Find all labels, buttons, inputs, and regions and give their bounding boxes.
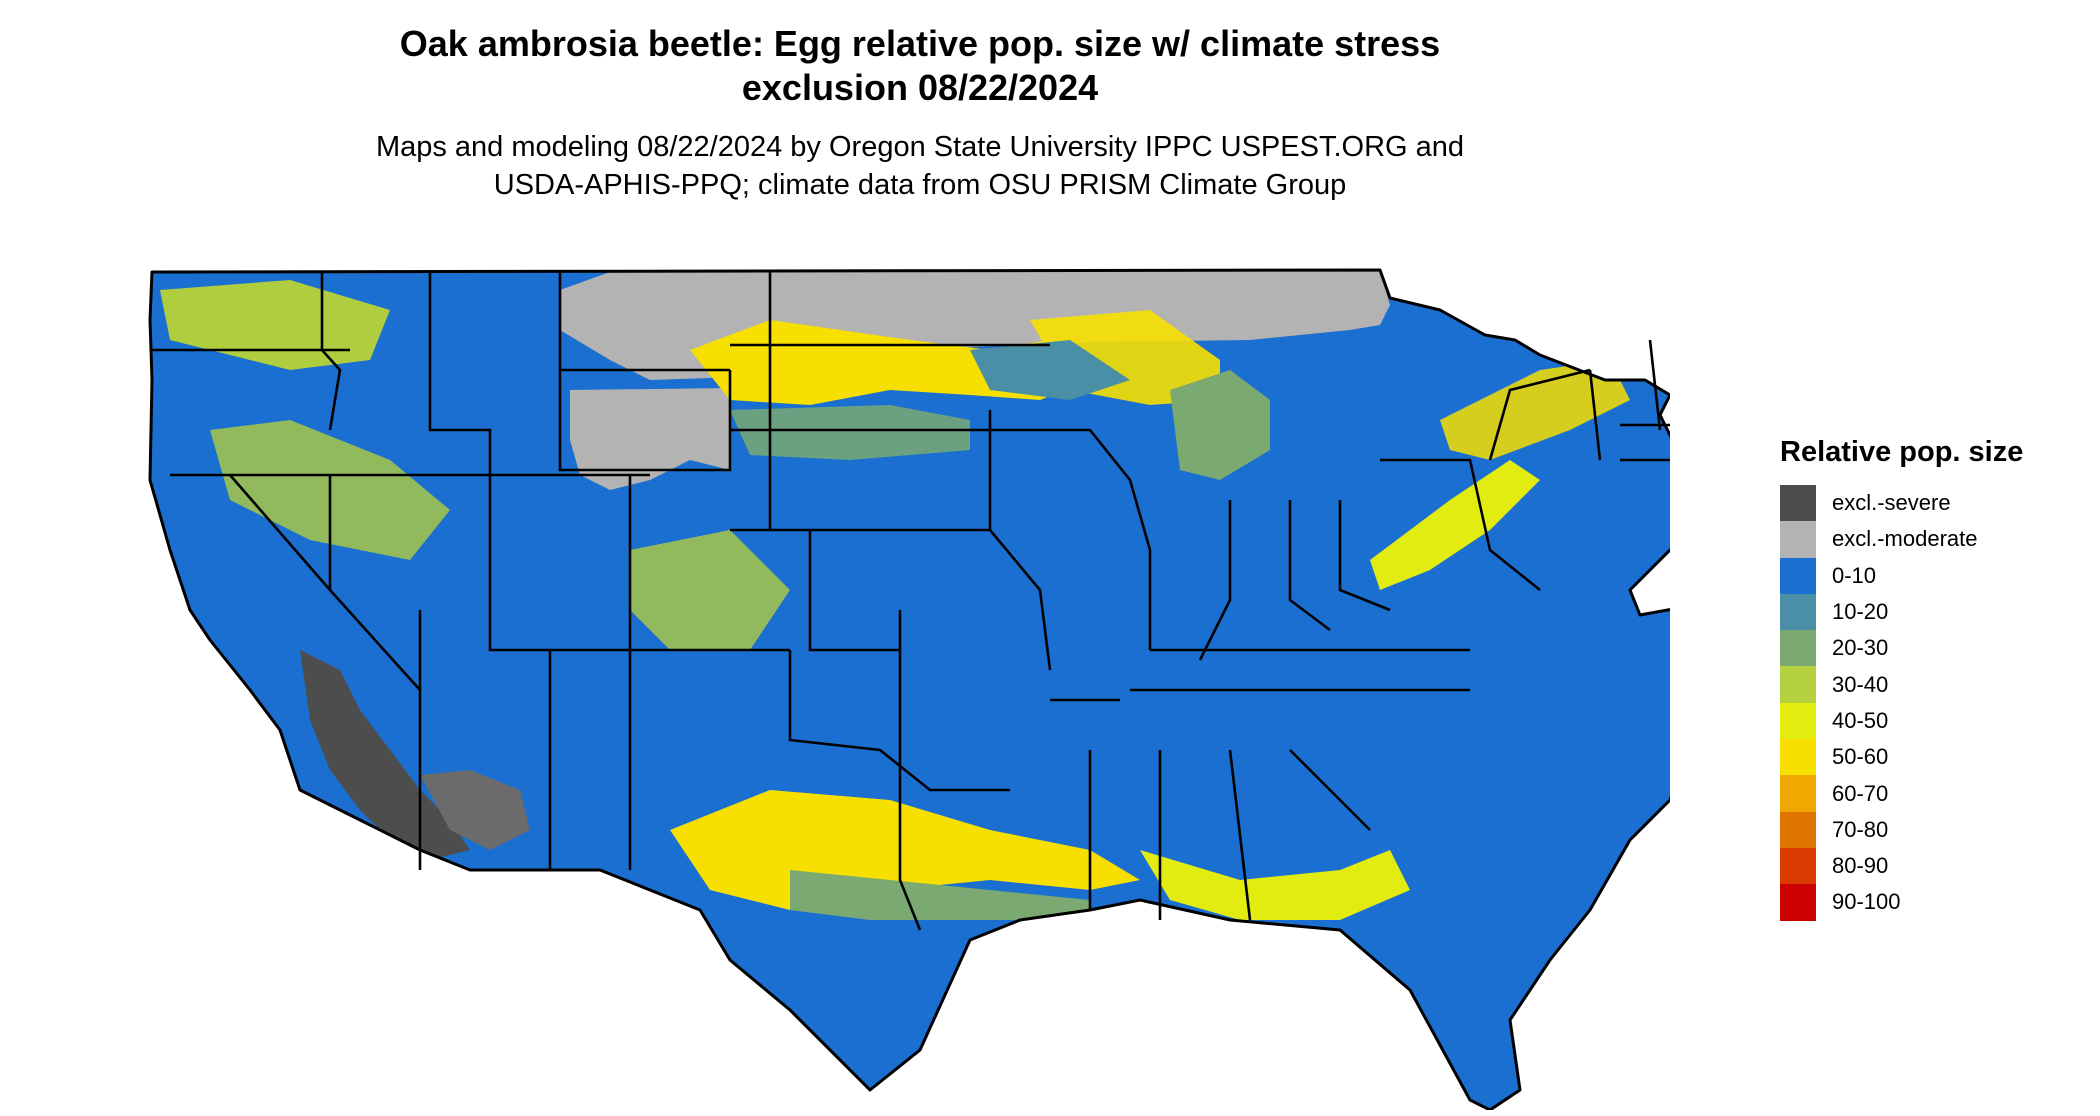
legend-label: 40-50: [1832, 707, 1889, 733]
legend-label: 80-90: [1832, 853, 1889, 879]
legend-item: 80-90: [1780, 847, 2023, 885]
us-outline: [148, 268, 1670, 1110]
region-yellow-rockies: [630, 530, 790, 650]
legend-title: Relative pop. size: [1780, 436, 2024, 468]
legend-swatch: [1780, 666, 1816, 703]
legend-swatch: [1780, 521, 1816, 558]
region-yellow-southeast: [1140, 850, 1410, 920]
legend-item: 40-50: [1780, 702, 2023, 740]
region-green-nebraska: [730, 405, 970, 460]
region-yellow-new-york: [1440, 360, 1630, 460]
legend-swatch: [1780, 775, 1816, 812]
legend-item: 30-40: [1780, 666, 2023, 703]
legend-label: 50-60: [1832, 744, 1889, 770]
legend-label: 0-10: [1832, 562, 1877, 588]
legend-label: 30-40: [1832, 671, 1889, 697]
legend-item: 60-70: [1780, 775, 2023, 812]
legend-label: 10-20: [1832, 599, 1889, 625]
legend-item: 0-10: [1780, 557, 2023, 594]
subtitle-line-2: USDA-APHIS-PPQ; climate data from OSU PR…: [493, 169, 1347, 201]
region-teal-upper-midwest: [970, 340, 1130, 400]
legend-label: 90-100: [1832, 889, 1901, 915]
map-title: Oak ambrosia beetle: Egg relative pop. s…: [0, 22, 1840, 110]
region-yellow-pacific-nw: [160, 280, 390, 370]
legend-swatch: [1780, 847, 1816, 885]
state-borders: [150, 272, 1670, 931]
region-yellow-appalachia: [1370, 460, 1540, 590]
region-excl-severe-desert-southwest: [300, 650, 470, 860]
legend-label: 60-70: [1832, 780, 1889, 806]
legend-swatch: [1780, 557, 1816, 594]
region-green-gulf-coast: [790, 870, 1090, 920]
legend-item: 20-30: [1780, 630, 2023, 667]
legend-swatch: [1780, 593, 1816, 631]
legend-swatch: [1780, 739, 1816, 776]
legend-label: excl.-severe: [1832, 490, 1951, 516]
region-green-michigan: [1170, 370, 1270, 480]
legend-swatch: [1780, 884, 1816, 921]
region-excl-moderate-wyoming: [570, 388, 730, 490]
legend-item: 50-60: [1780, 739, 2023, 776]
legend-item: 70-80: [1780, 811, 2023, 848]
legend-label: 20-30: [1832, 635, 1889, 661]
legend-items: excl.-severe excl.-moderate 0-10 10-20 20-30…: [1780, 485, 2023, 921]
subtitle-line-1: Maps and modeling 08/22/2024 by Oregon S…: [375, 131, 1465, 163]
legend-item: 90-100: [1780, 884, 2023, 921]
legend-swatch: [1780, 485, 1816, 522]
map-land: [150, 270, 1670, 1110]
region-excl-severe-arizona: [420, 770, 530, 850]
title-line-2: exclusion 08/22/2024: [741, 67, 1099, 108]
region-yellow-gulf: [670, 790, 1140, 910]
legend-item: 10-20: [1780, 593, 2023, 631]
legend: Relative pop. size excl.-severe excl.-mod…: [1780, 436, 2023, 921]
legend-item: excl.-severe: [1780, 485, 2023, 522]
legend-label: excl.-moderate: [1832, 526, 1978, 552]
legend-swatch: [1780, 811, 1816, 848]
map-subtitle: Maps and modeling 08/22/2024 by Oregon S…: [0, 128, 1840, 204]
title-line-1: Oak ambrosia beetle: Egg relative pop. s…: [399, 23, 1441, 64]
legend-label: 70-80: [1832, 816, 1889, 842]
legend-swatch: [1780, 702, 1816, 740]
legend-swatch: [1780, 630, 1816, 667]
legend-item: excl.-moderate: [1780, 521, 2023, 558]
us-map: [148, 268, 1670, 1110]
